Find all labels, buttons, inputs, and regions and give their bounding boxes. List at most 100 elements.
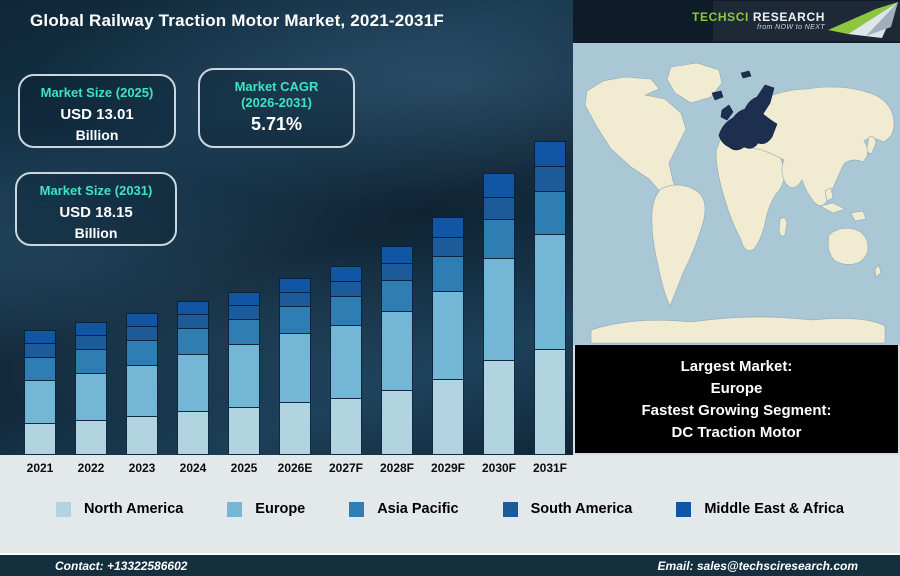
- bar-2022: [75, 322, 107, 455]
- bar-segment-2028F-South America: [381, 263, 413, 281]
- x-axis-label-2026E: 2026E: [277, 461, 313, 475]
- legend-swatch-icon: [502, 501, 518, 517]
- bar-segment-2030F-South America: [483, 197, 515, 220]
- bar-segment-2026E-Asia Pacific: [279, 306, 311, 334]
- info-box-market-size-2025: Market Size (2025) USD 13.01 Billion: [18, 74, 176, 148]
- bar-2031F: [534, 141, 566, 455]
- page-title: Global Railway Traction Motor Market, 20…: [30, 11, 444, 30]
- legend-item-South America: South America: [502, 501, 632, 517]
- bar-2025: [228, 292, 260, 455]
- bar-2029F: [432, 217, 464, 455]
- info-box-value: USD 18.15: [59, 203, 133, 221]
- bar-segment-2021-South America: [24, 343, 56, 358]
- bar-segment-2023-Europe: [126, 365, 158, 417]
- bar-2027F: [330, 266, 362, 455]
- bar-segment-2028F-Middle East & Africa: [381, 246, 413, 264]
- info-box-unit: Billion: [75, 126, 119, 143]
- x-axis-labels: 2021 2022 2023 2024 2025 2026E 2027F 2028F 2029F…: [24, 461, 567, 475]
- bar-segment-2026E-South America: [279, 292, 311, 307]
- map-madagascar: [778, 217, 788, 237]
- world-map-panel: [573, 43, 900, 345]
- bar-segment-2021-Middle East & Africa: [24, 330, 56, 344]
- info-box-heading: Market CAGR (2026-2031): [204, 79, 349, 110]
- bar-segment-2027F-South America: [330, 281, 362, 297]
- footer-email[interactable]: Email: sales@techsciresearch.com: [657, 558, 858, 573]
- bar-segment-2027F-Middle East & Africa: [330, 266, 362, 282]
- bar-segment-2023-Asia Pacific: [126, 340, 158, 366]
- info-box-cagr: Market CAGR (2026-2031) 5.71%: [198, 68, 355, 148]
- info-box-value: 5.71%: [250, 114, 303, 135]
- bar-segment-2023-Middle East & Africa: [126, 313, 158, 327]
- x-axis-label-2028F: 2028F: [379, 461, 415, 475]
- bar-segment-2021-North America: [24, 423, 56, 455]
- bar-segment-2023-South America: [126, 326, 158, 341]
- bottom-strip: 2021 2022 2023 2024 2025 2026E 2027F 2028F 2029F…: [0, 455, 900, 553]
- map-antarctica: [590, 316, 886, 344]
- largest-market-callout: Largest Market: Europe Fastest Growing S…: [573, 345, 900, 455]
- bar-segment-2025-Europe: [228, 344, 260, 408]
- right-column: TechSci Research from NOW to NEXT: [573, 0, 900, 455]
- map-philippines: [824, 187, 834, 202]
- info-box-unit: Billion: [74, 224, 118, 241]
- callout-line-largest-market-value: Europe: [710, 379, 763, 397]
- techsci-logo[interactable]: TechSci Research from NOW to NEXT: [692, 1, 900, 41]
- bar-segment-2026E-Europe: [279, 333, 311, 403]
- bar-segment-2022-Asia Pacific: [75, 349, 107, 374]
- info-box-heading: Market Size (2025): [40, 85, 154, 100]
- x-axis-label-2030F: 2030F: [481, 461, 517, 475]
- map-japan: [866, 136, 877, 154]
- bar-2024: [177, 301, 209, 455]
- legend-label: North America: [83, 501, 184, 517]
- legend-label: Europe: [255, 501, 306, 517]
- bar-segment-2029F-Europe: [432, 291, 464, 380]
- legend-label: Middle East & Africa: [704, 501, 844, 517]
- footer-contact[interactable]: Contact: +13322586602: [55, 558, 188, 573]
- bar-segment-2022-Middle East & Africa: [75, 322, 107, 336]
- bar-segment-2026E-Middle East & Africa: [279, 278, 311, 293]
- info-box-market-size-2031: Market Size (2031) USD 18.15 Billion: [15, 172, 177, 246]
- footer-bar: Contact: +13322586602 Email: sales@techs…: [0, 553, 900, 576]
- map-australia: [827, 227, 869, 265]
- bar-segment-2021-Asia Pacific: [24, 357, 56, 381]
- legend-label: Asia Pacific: [377, 501, 459, 517]
- bar-segment-2022-North America: [75, 420, 107, 455]
- bar-segment-2029F-Middle East & Africa: [432, 217, 464, 238]
- bar-segment-2030F-North America: [483, 360, 515, 455]
- x-axis-label-2029F: 2029F: [430, 461, 466, 475]
- bar-segment-2029F-Asia Pacific: [432, 256, 464, 292]
- bar-segment-2028F-Asia Pacific: [381, 280, 413, 312]
- map-new-zealand: [874, 264, 882, 278]
- map-south-america: [651, 184, 706, 307]
- cagr-heading-line1: Market CAGR: [234, 79, 319, 94]
- bar-segment-2026E-North America: [279, 402, 311, 455]
- world-map-europe-highlighted: [573, 43, 900, 345]
- bar-segment-2027F-North America: [330, 398, 362, 455]
- bar-segment-2027F-Europe: [330, 325, 362, 399]
- map-north-america: [584, 76, 687, 208]
- map-indonesia: [819, 202, 846, 214]
- bar-2026E: [279, 278, 311, 455]
- map-united-kingdom: [720, 104, 734, 121]
- bar-segment-2024-South America: [177, 314, 209, 329]
- bar-segment-2030F-Europe: [483, 258, 515, 361]
- bar-segment-2024-Europe: [177, 354, 209, 412]
- legend-item-Europe: Europe: [227, 501, 305, 517]
- bar-segment-2028F-North America: [381, 390, 413, 455]
- bar-segment-2029F-South America: [432, 237, 464, 257]
- map-new-guinea: [850, 210, 867, 222]
- bar-2030F: [483, 173, 515, 455]
- info-box-heading: Market Size (2031): [39, 183, 153, 198]
- callout-line-largest-market-label: Largest Market:: [680, 357, 793, 375]
- bar-segment-2030F-Middle East & Africa: [483, 173, 515, 198]
- chart-legend: North America Europe Asia Pacific South Ame…: [0, 501, 900, 517]
- x-axis-label-2024: 2024: [179, 461, 207, 475]
- bar-segment-2021-Europe: [24, 380, 56, 424]
- bar-segment-2031F-South America: [534, 166, 566, 192]
- bar-2028F: [381, 246, 413, 455]
- bar-segment-2029F-North America: [432, 379, 464, 455]
- main-row: Global Railway Traction Motor Market, 20…: [0, 0, 900, 455]
- bar-segment-2030F-Asia Pacific: [483, 219, 515, 259]
- bar-segment-2031F-Middle East & Africa: [534, 141, 566, 167]
- legend-swatch-icon: [55, 501, 71, 517]
